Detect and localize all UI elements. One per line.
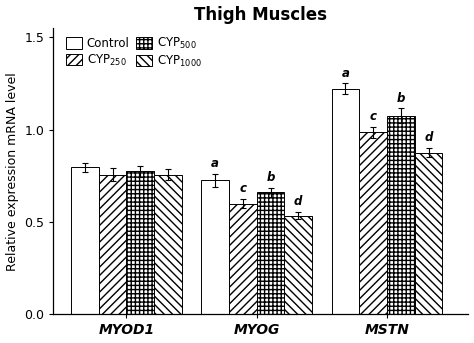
Text: c: c [239,182,246,195]
Bar [284,215,312,315]
Text: b: b [397,92,405,105]
Bar [387,116,415,315]
Bar [332,89,359,315]
Bar [99,175,127,315]
Bar [229,203,257,315]
Legend: Control, CYP$_{250}$, CYP$_{500}$, CYP$_{1000}$: Control, CYP$_{250}$, CYP$_{500}$, CYP$_… [63,34,204,71]
Bar [201,180,229,315]
Text: c: c [370,110,377,123]
Title: Thigh Muscles: Thigh Muscles [194,5,327,24]
Bar [71,167,99,315]
Text: a: a [211,157,219,170]
Bar [257,192,284,315]
Bar [154,175,182,315]
Y-axis label: Relative expression mRNA level: Relative expression mRNA level [6,72,18,271]
Bar [415,153,442,315]
Text: d: d [424,131,433,144]
Text: a: a [342,67,349,80]
Bar [127,171,154,315]
Text: d: d [294,195,302,208]
Text: b: b [266,171,275,184]
Bar [359,132,387,315]
